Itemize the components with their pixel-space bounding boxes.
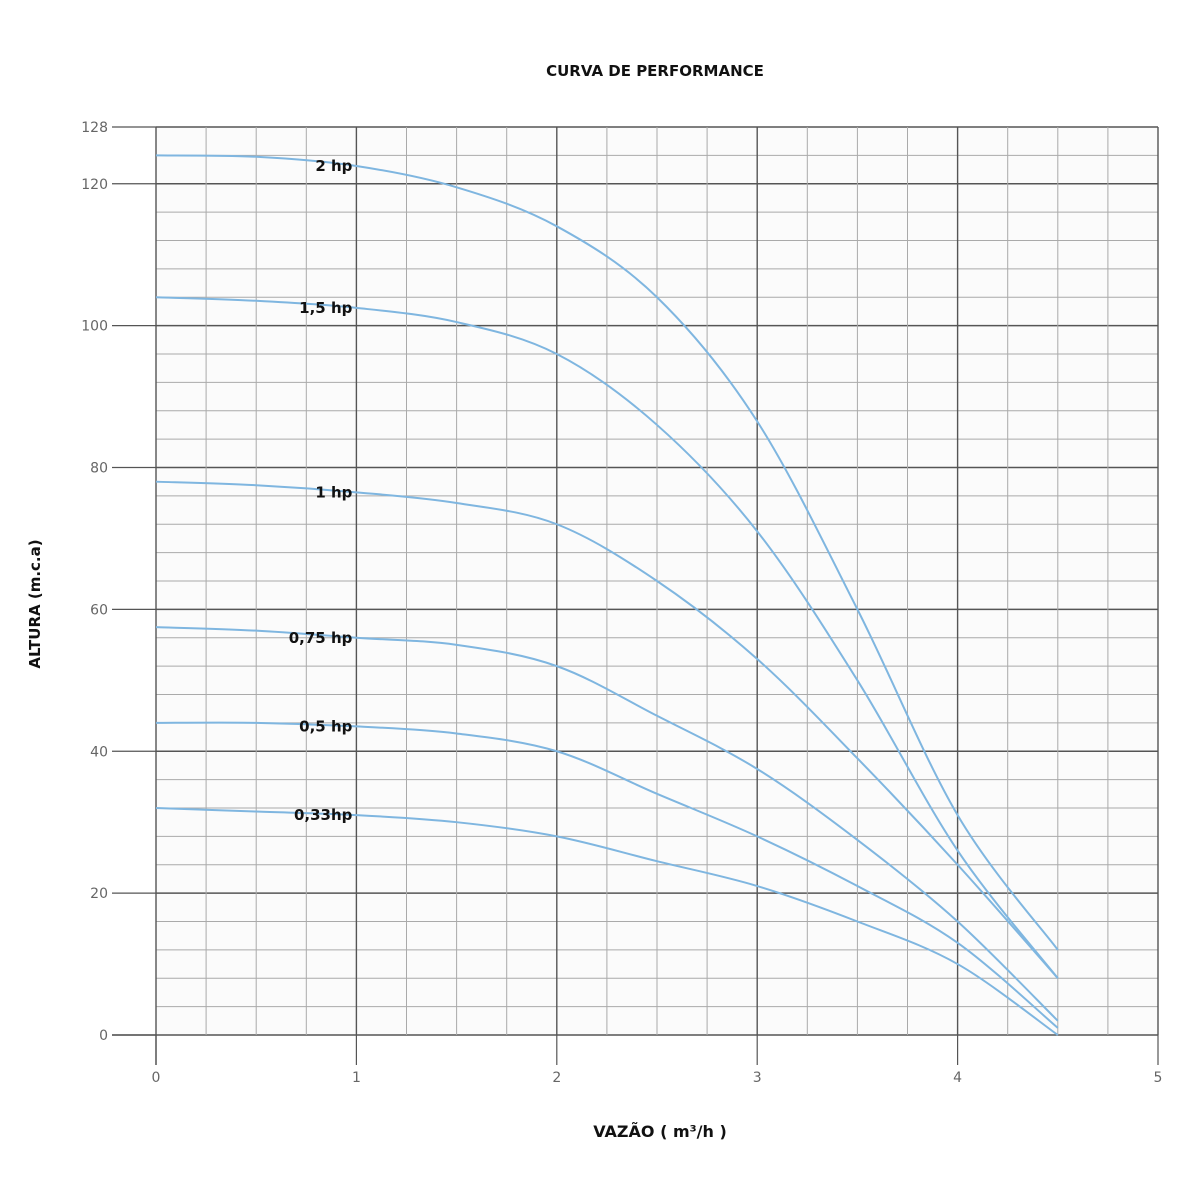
curve-0-75-hp [155,626,1059,1022]
x-tick-label: 0 [152,1070,161,1086]
curves [155,154,1059,1036]
curve-label: 0,75 hp [289,629,353,647]
y-tick-label: 40 [90,744,108,760]
x-tick-label: 1 [352,1070,361,1086]
curve-label: 0,5 hp [299,717,352,735]
x-tick-label: 5 [1154,1070,1163,1086]
x-axis-label: VAZÃO ( m³/h ) [593,1122,727,1141]
axis-ticks: 0 20 40 60 80 100 120 128 0 1 2 3 4 5 [81,120,1162,1086]
y-tick-label: 20 [90,886,108,902]
y-tick-label: 80 [90,461,108,477]
y-tick-label: 128 [81,120,108,136]
curve-0-33hp [155,807,1059,1036]
curve-2-hp [155,154,1059,951]
curve-0-5-hp [155,721,1059,1029]
curve-1-hp [155,480,1059,979]
x-tick-label: 3 [753,1070,762,1086]
curve-1-5-hp [155,296,1059,979]
y-tick-label: 100 [81,319,108,335]
chart-title: CURVA DE PERFORMANCE [546,62,764,80]
curve-label: 1,5 hp [299,299,352,317]
curve-labels: 2 hp 1,5 hp 1 hp 0,75 hp 0,5 hp 0,33hp [289,157,353,824]
y-tick-label: 120 [81,177,108,193]
curve-label: 1 hp [315,483,352,501]
x-tick-label: 2 [552,1070,561,1086]
grid [112,126,1159,1065]
x-tick-label: 4 [953,1070,962,1086]
curve-label: 2 hp [315,157,352,175]
curve-label: 0,33hp [294,806,353,824]
y-tick-label: 0 [99,1028,108,1044]
y-tick-label: 60 [90,602,108,618]
